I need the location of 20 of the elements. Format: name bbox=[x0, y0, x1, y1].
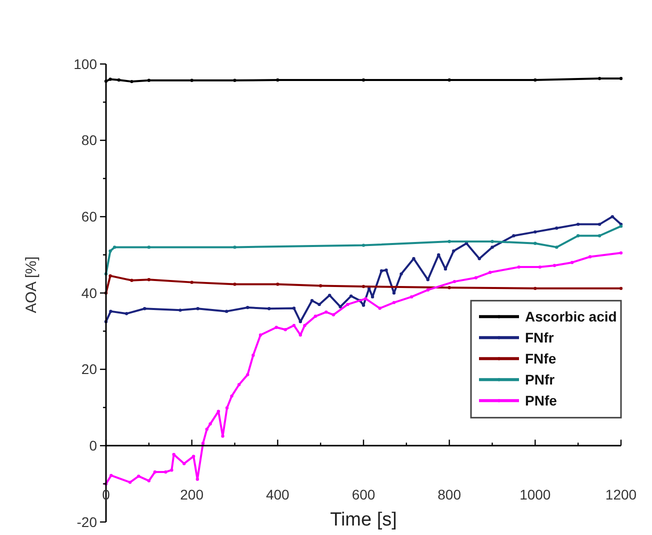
legend-label: FNfe bbox=[525, 350, 556, 367]
x-tick-label: 800 bbox=[438, 486, 462, 503]
legend-label: PNfr bbox=[525, 372, 556, 388]
legend-label: FNfr bbox=[525, 330, 554, 346]
legend-label: Ascorbic acid bbox=[525, 308, 617, 325]
x-tick-label: 600 bbox=[352, 486, 376, 503]
x-tick-label: 1000 bbox=[520, 486, 551, 503]
x-tick-label: 200 bbox=[180, 486, 204, 503]
y-tick-label: 20 bbox=[81, 361, 98, 378]
x-tick-label: 1200 bbox=[605, 486, 637, 503]
x-tick-label: 400 bbox=[266, 486, 290, 503]
y-tick-label: 80 bbox=[81, 132, 98, 148]
y-tick-label: 0 bbox=[89, 438, 98, 454]
legend-label: PNfe bbox=[525, 392, 558, 409]
y-axis-title: AOA [%] bbox=[23, 256, 40, 314]
y-tick-label: 40 bbox=[81, 284, 98, 301]
y-tick-label: 60 bbox=[81, 208, 98, 225]
y-tick-label: 100 bbox=[74, 56, 98, 72]
y-tick-label: -20 bbox=[76, 514, 98, 530]
x-axis-title: Time [s] bbox=[330, 510, 397, 531]
